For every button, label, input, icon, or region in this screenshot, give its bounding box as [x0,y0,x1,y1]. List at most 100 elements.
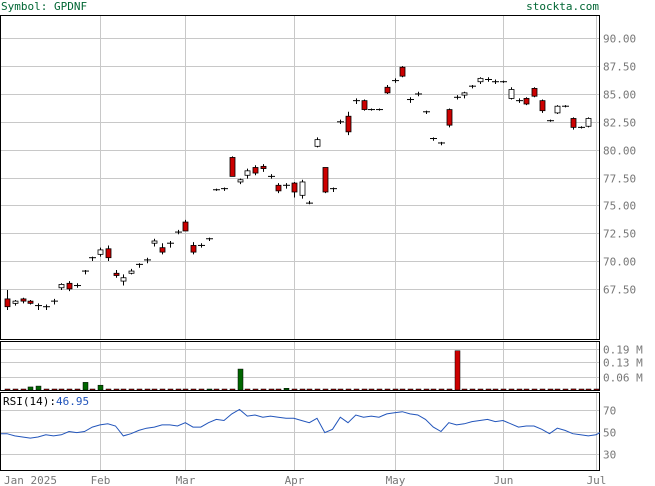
volume-bar [144,388,151,391]
volume-bar [477,388,484,391]
volume-bar [128,388,135,391]
price-tick-label: 90.00 [603,33,636,46]
volume-bar [159,388,166,391]
candle-up [120,277,127,282]
volume-bar [51,388,58,391]
volume-bar [275,388,282,391]
volume-bar [283,388,290,391]
volume-bar [66,388,73,391]
rsi-tick-label: 30 [603,449,616,462]
candle-up [244,170,251,176]
candle-down [361,100,368,110]
volume-bar [500,388,507,391]
candle-up [299,181,306,196]
date-tick-label: Jan 2025 [4,474,57,486]
volume-bar [531,388,538,391]
volume-bar [469,388,476,391]
rsi-value: 46.95 [56,395,89,408]
volume-bar [97,384,104,391]
volume-bar [454,350,461,391]
volume-panel-frame [0,341,600,391]
date-tick-label: Mar [176,474,196,486]
volume-bar [361,388,368,391]
candle-down [291,182,298,193]
volume-bar [229,388,236,391]
volume-bar [539,388,546,391]
volume-bar [593,388,600,391]
date-tick-label: Jun [494,474,514,486]
volume-bar [438,388,445,391]
volume-bar [570,388,577,391]
volume-bar [353,388,360,391]
candle-up [58,284,65,289]
candle-down [105,248,112,259]
volume-bar [175,388,182,391]
candle-up [461,92,468,96]
volume-bar [74,388,81,391]
volume-bar [485,388,492,391]
volume-bar [237,368,244,391]
candle-down [539,100,546,112]
candle-down [4,298,11,308]
volume-bar [182,388,189,391]
volume-bar [407,388,414,391]
candle-down [275,184,282,192]
volume-bar [35,385,42,391]
volume-bar [105,388,112,391]
date-tick-label: May [386,474,406,486]
candle-down [27,300,34,304]
volume-bar [384,388,391,391]
volume-bar [151,388,158,391]
volume-bar [113,388,120,391]
volume-tick-label: 0.13 M [603,357,643,370]
volume-bar [376,388,383,391]
rsi-label-name: RSI(14): [3,395,56,408]
volume-bar [306,388,313,391]
volume-bar [508,388,515,391]
candle-down [322,167,329,193]
rsi-label: RSI(14):46.95 [3,395,89,408]
volume-bar [244,388,251,391]
candle-down [159,247,166,253]
volume-bar [27,386,34,391]
volume-bar [206,388,213,391]
volume-bar [523,388,530,391]
volume-bar [260,388,267,391]
volume-bar [423,388,430,391]
candle-up [508,89,515,99]
candle-up [585,118,592,127]
candlesticks [4,66,592,311]
volume-bar [368,388,375,391]
date-tick-label: Jul [587,474,607,486]
volume-bar [314,388,321,391]
volume-bar [198,388,205,391]
price-tick-label: 87.50 [603,61,636,74]
volume-bar [330,388,337,391]
volume-bar [299,388,306,391]
volume-bar [415,388,422,391]
volume-bar [322,388,329,391]
volume-bar [345,388,352,391]
volume-bar [190,388,197,391]
volume-tick-label: 0.19 M [603,344,643,357]
date-axis: Jan 2025 Feb Mar Apr May Jun Jul [4,474,606,486]
date-tick-label: Apr [285,474,305,486]
candle-up [477,77,484,83]
volume-bar [120,388,127,391]
price-tick-label: 82.50 [603,117,636,130]
candle-up [237,179,244,183]
candle-down [190,245,197,253]
volume-bar [20,388,27,391]
volume-bar [136,388,143,391]
volume-bar [58,388,65,391]
volume-bar [337,388,344,391]
candle-up [12,300,19,304]
volume-bar [562,388,569,391]
candle-down [345,115,352,133]
candle-down [66,282,73,290]
volume-bar [461,388,468,391]
volume-axis: 0.19 M0.13 M 0.06 M [603,344,643,385]
candle-down [523,98,530,105]
grid-lines [1,16,600,470]
